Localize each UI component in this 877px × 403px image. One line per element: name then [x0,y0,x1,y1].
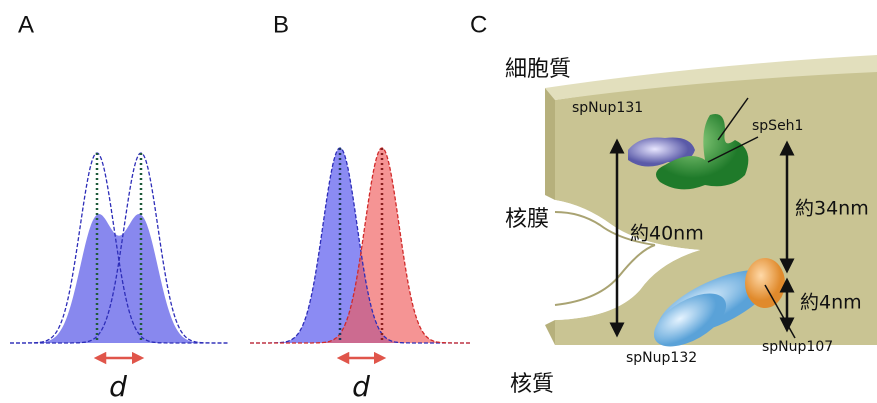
region-label: 核質 [510,372,554,397]
protein-label: spNup107 [762,339,833,355]
region-label: 細胞質 [505,57,571,82]
panel-label: B [273,11,289,38]
measure-label: 約40nm [630,223,704,245]
protein-label: spNup131 [572,100,643,116]
curve [10,214,228,343]
gaussian-curves [10,148,470,343]
figure: A B C d d 細胞質 核膜 核質 spNup131 spSeh1 spNu… [0,0,877,403]
panel-label: C [470,11,487,38]
region-label: 核膜 [505,207,549,232]
panel-label: A [18,11,34,38]
measure-label: 約34nm [795,198,869,220]
protein-label: spNup132 [626,350,697,366]
distance-label: d [352,370,370,403]
distance-label: d [109,370,127,403]
protein-label: spSeh1 [752,118,803,134]
measure-label: 約4nm [800,292,862,314]
